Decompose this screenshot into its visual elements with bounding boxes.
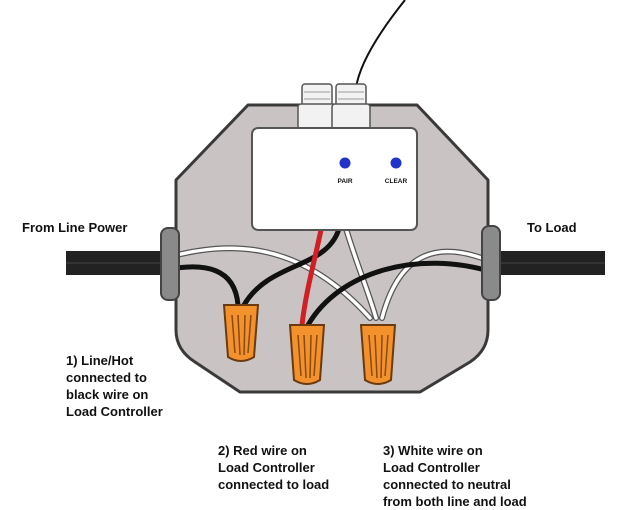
neutral-wires bbox=[162, 222, 495, 321]
load-controller: PAIR CLEAR bbox=[251, 127, 418, 231]
note3-line: from both line and load bbox=[383, 494, 527, 509]
antenna-wire bbox=[355, 0, 406, 89]
note1-line: 1) Line/Hot bbox=[66, 353, 134, 368]
from-line-power-label: From Line Power bbox=[22, 220, 128, 235]
note3-line: connected to neutral bbox=[383, 477, 511, 492]
clear-label: CLEAR bbox=[385, 178, 408, 185]
note1-line: black wire on bbox=[66, 387, 149, 402]
cable-gland-left bbox=[297, 83, 337, 133]
wire-nut-load bbox=[288, 324, 326, 385]
cable-gland-right bbox=[331, 83, 371, 133]
note3-line: 3) White wire on bbox=[383, 443, 483, 458]
note2-line: Load Controller bbox=[218, 460, 315, 475]
wire-nut-hot bbox=[222, 304, 260, 362]
grommet-right bbox=[481, 225, 501, 301]
note2-line: connected to load bbox=[218, 477, 330, 492]
note3-line: Load Controller bbox=[383, 460, 480, 475]
wire-nut-neutral bbox=[359, 324, 397, 385]
note1-line: connected to bbox=[66, 370, 147, 385]
note2-line: 2) Red wire on bbox=[218, 443, 307, 458]
pair-label: PAIR bbox=[337, 178, 352, 185]
pair-button-led[interactable] bbox=[339, 157, 351, 169]
to-load-label: To Load bbox=[527, 220, 577, 235]
note-red-wire: 2) Red wire on Load Controller connected… bbox=[218, 442, 329, 493]
note-line-hot: 1) Line/Hot connected to black wire on L… bbox=[66, 352, 163, 420]
note1-line: Load Controller bbox=[66, 404, 163, 419]
clear-button-led[interactable] bbox=[390, 157, 402, 169]
grommet-left bbox=[160, 227, 180, 301]
red-load-wire bbox=[299, 222, 325, 328]
